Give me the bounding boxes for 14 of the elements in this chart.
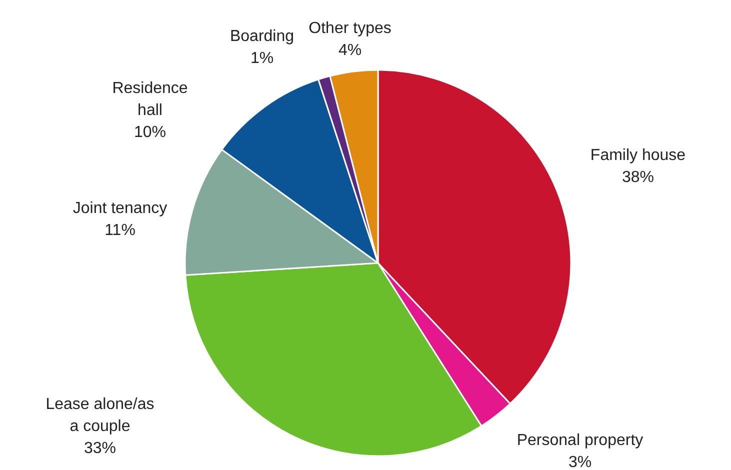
slice-label: Family house — [590, 147, 686, 164]
data-label: 33% — [84, 440, 116, 457]
data-label: 11% — [104, 222, 136, 239]
data-label: 38% — [622, 169, 654, 186]
slice-label: Lease alone/as a couple — [46, 396, 154, 435]
slice-label: Boarding — [230, 28, 294, 45]
slice-label: Residence hall — [112, 80, 188, 119]
slice-label: Personal property — [516, 432, 644, 449]
data-label: 4% — [338, 42, 362, 59]
data-label: 1% — [250, 50, 274, 67]
data-label: 10% — [134, 124, 166, 141]
data-label: 3% — [568, 454, 592, 470]
slice-label: Other types — [308, 20, 392, 37]
slice-label: Joint tenancy — [72, 200, 168, 217]
